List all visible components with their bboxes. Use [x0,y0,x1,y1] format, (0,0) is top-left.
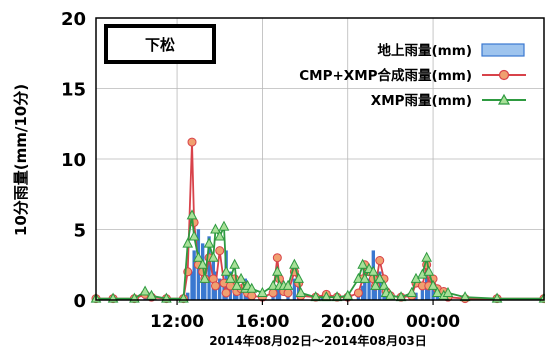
legend-label-xmp: XMP雨量(mm) [371,93,472,109]
station-label: 下松 [145,36,175,54]
x-tick-label: 00:00 [406,312,460,332]
cmp-xmp-point [269,289,277,297]
legend-label-cmp-xmp: CMP+XMP合成雨量(mm) [299,67,472,84]
cmp-xmp-point [376,257,384,265]
y-tick-label: 10 [61,150,86,171]
legend-swatch-ground-rain [482,44,524,56]
cmp-xmp-point [273,254,281,262]
cmp-xmp-point [354,289,362,297]
legend-label-ground-rain: 地上雨量(mm) [378,42,472,59]
y-tick-label: 15 [61,80,86,101]
cmp-xmp-point [248,292,256,300]
y-tick-label: 20 [61,9,86,30]
y-axis-ticks: 0 5 10 15 20 [61,9,86,312]
cmp-xmp-point [216,247,224,255]
legend-marker-cmp-xmp [500,71,509,80]
cmp-xmp-point [211,282,219,290]
x-tick-label: 16:00 [235,312,289,332]
cmp-xmp-point [284,289,292,297]
x-tick-label: 12:00 [150,312,204,332]
x-axis-label: 2014年08月02日～2014年08月03日 [209,333,427,348]
y-tick-label: 5 [73,221,86,242]
cmp-xmp-point [188,138,196,146]
y-tick-label: 0 [73,291,86,312]
y-axis-label: 10分雨量(mm/10分) [12,84,30,236]
x-tick-label: 20:00 [321,312,375,332]
x-axis-ticks: 12:00 16:00 20:00 00:00 [150,300,460,332]
